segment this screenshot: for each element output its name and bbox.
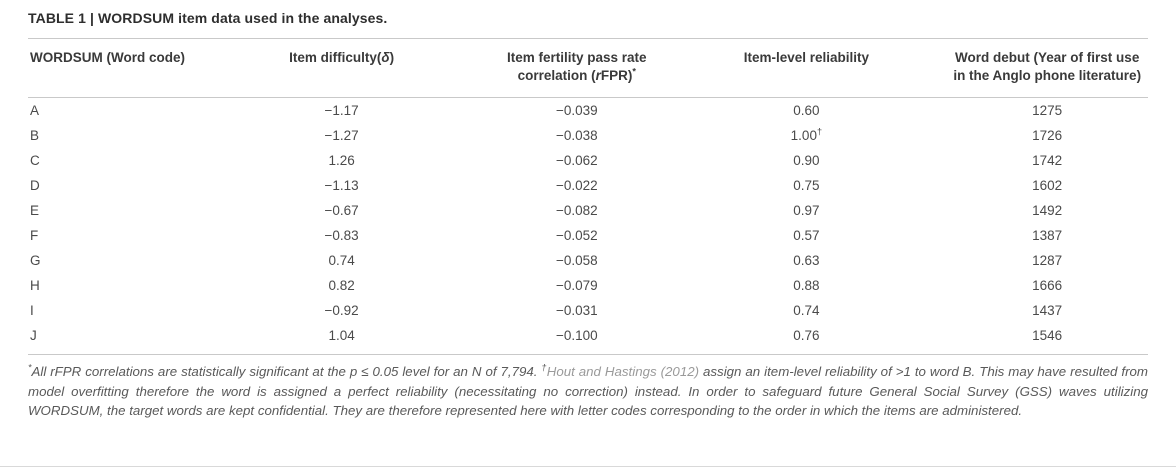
- cell-item-difficulty: −1.17: [324, 103, 359, 118]
- table-row: I −0.92 −0.031 0.74 1437: [28, 298, 1148, 323]
- cell-item-difficulty: 0.82: [328, 278, 355, 293]
- cell-item-difficulty: 1.04: [328, 328, 355, 343]
- header-row: WORDSUM (Word code) Item difficulty(δ) I…: [28, 38, 1148, 98]
- cell-word-code: J: [30, 328, 37, 343]
- cell-rfpr-correlation: −0.039: [555, 103, 598, 118]
- cell-rfpr-correlation: −0.079: [555, 278, 598, 293]
- wordsum-table: WORDSUM (Word code) Item difficulty(δ) I…: [28, 38, 1148, 355]
- dagger-marker: †: [816, 126, 823, 137]
- cell-word-code: E: [30, 203, 40, 218]
- table-row: H 0.82 −0.079 0.88 1666: [28, 273, 1148, 298]
- cell-item-difficulty: −0.92: [324, 303, 359, 318]
- col-header-fertility-pass-rate-correlation: Item fertility pass rate correlation (rF…: [487, 39, 666, 98]
- table-row: A −1.17 −0.039 0.60 1275: [28, 98, 1148, 124]
- table-row: G 0.74 −0.058 0.63 1287: [28, 248, 1148, 273]
- cell-rfpr-correlation: −0.100: [555, 328, 598, 343]
- cell-item-level-reliability: 0.90: [793, 153, 820, 168]
- table-row: B −1.27 −0.038 1.00† 1726: [28, 123, 1148, 148]
- superscript-marker: *: [632, 66, 636, 77]
- table-row: F −0.83 −0.052 0.57 1387: [28, 223, 1148, 248]
- cell-rfpr-correlation: −0.058: [555, 253, 598, 268]
- cell-rfpr-correlation: −0.052: [555, 228, 598, 243]
- cell-word-debut: 1287: [1032, 253, 1063, 268]
- cell-item-difficulty: 1.26: [328, 153, 355, 168]
- cell-item-level-reliability: 0.57: [793, 228, 820, 243]
- cell-rfpr-correlation: −0.038: [555, 128, 598, 143]
- table-row: D −1.13 −0.022 0.75 1602: [28, 173, 1148, 198]
- table-row: C 1.26 −0.062 0.90 1742: [28, 148, 1148, 173]
- cell-item-level-reliability: 0.74: [793, 303, 820, 318]
- superscript-marker: †: [541, 362, 547, 373]
- cell-item-difficulty: −0.83: [324, 228, 359, 243]
- cell-item-level-reliability: 1.00†: [790, 126, 823, 143]
- text-segment: ): [389, 50, 395, 65]
- superscript-marker: *: [28, 362, 32, 373]
- cell-item-level-reliability: 0.88: [793, 278, 820, 293]
- col-header-item-difficulty: Item difficulty(δ): [196, 39, 487, 98]
- text-segment: FPR): [600, 68, 633, 83]
- cell-word-code: I: [30, 303, 34, 318]
- italic-text: r: [595, 68, 601, 83]
- cell-item-level-reliability: 0.75: [793, 178, 820, 193]
- cell-word-debut: 1742: [1032, 153, 1063, 168]
- cell-rfpr-correlation: −0.022: [555, 178, 598, 193]
- cell-item-difficulty: −1.27: [324, 128, 359, 143]
- cell-item-level-reliability: 0.76: [793, 328, 820, 343]
- citation-link[interactable]: Hout and Hastings (2012): [546, 364, 700, 379]
- cell-item-level-reliability: 0.97: [793, 203, 820, 218]
- text-segment: Item difficulty(: [289, 50, 382, 65]
- cell-word-debut: 1666: [1032, 278, 1063, 293]
- cell-word-code: G: [30, 253, 41, 268]
- cell-item-level-reliability: 0.60: [793, 103, 820, 118]
- text-segment: Item fertility pass rate correlation (: [507, 50, 647, 83]
- text-segment: WORDSUM (Word code): [30, 50, 185, 65]
- col-header-word-debut: Word debut (Year of first use in the Ang…: [946, 39, 1148, 98]
- table-row: E −0.67 −0.082 0.97 1492: [28, 198, 1148, 223]
- italic-text: δ: [381, 50, 390, 65]
- text-segment: assign an item-level reliability of >1 t…: [28, 364, 1148, 418]
- text-segment: All rFPR correlations are statistically …: [31, 364, 542, 379]
- cell-rfpr-correlation: −0.062: [555, 153, 598, 168]
- cell-rfpr-correlation: −0.031: [555, 303, 598, 318]
- cell-word-code: H: [30, 278, 40, 293]
- cell-word-code: B: [30, 128, 40, 143]
- cell-item-difficulty: 0.74: [328, 253, 355, 268]
- table-row: J 1.04 −0.100 0.76 1546: [28, 323, 1148, 355]
- cell-word-code: F: [30, 228, 39, 243]
- cell-item-level-reliability: 0.63: [793, 253, 820, 268]
- text-segment: Item-level reliability: [743, 50, 870, 65]
- col-header-item-level-reliability: Item-level reliability: [666, 39, 946, 98]
- table-body: A −1.17 −0.039 0.60 1275 B −1.27 −0.038 …: [28, 98, 1148, 355]
- cell-item-difficulty: −0.67: [324, 203, 359, 218]
- cell-rfpr-correlation: −0.082: [555, 203, 598, 218]
- cell-word-debut: 1275: [1032, 103, 1063, 118]
- cell-word-debut: 1602: [1032, 178, 1063, 193]
- cell-word-code: A: [30, 103, 40, 118]
- table-header: WORDSUM (Word code) Item difficulty(δ) I…: [28, 38, 1148, 98]
- cell-word-code: C: [30, 153, 40, 168]
- cell-word-debut: 1726: [1032, 128, 1063, 143]
- cell-word-debut: 1387: [1032, 228, 1063, 243]
- bottom-divider: [0, 466, 1176, 467]
- cell-word-code: D: [30, 178, 40, 193]
- table-footnote: *All rFPR correlations are statistically…: [28, 362, 1148, 421]
- cell-word-debut: 1437: [1032, 303, 1063, 318]
- cell-item-difficulty: −1.13: [324, 178, 359, 193]
- cell-word-debut: 1546: [1032, 328, 1063, 343]
- cell-word-debut: 1492: [1032, 203, 1063, 218]
- text-segment: Word debut (Year of first use in the Ang…: [953, 50, 1142, 83]
- table-title: TABLE 1 | WORDSUM item data used in the …: [28, 10, 388, 26]
- col-header-word-code: WORDSUM (Word code): [28, 39, 196, 98]
